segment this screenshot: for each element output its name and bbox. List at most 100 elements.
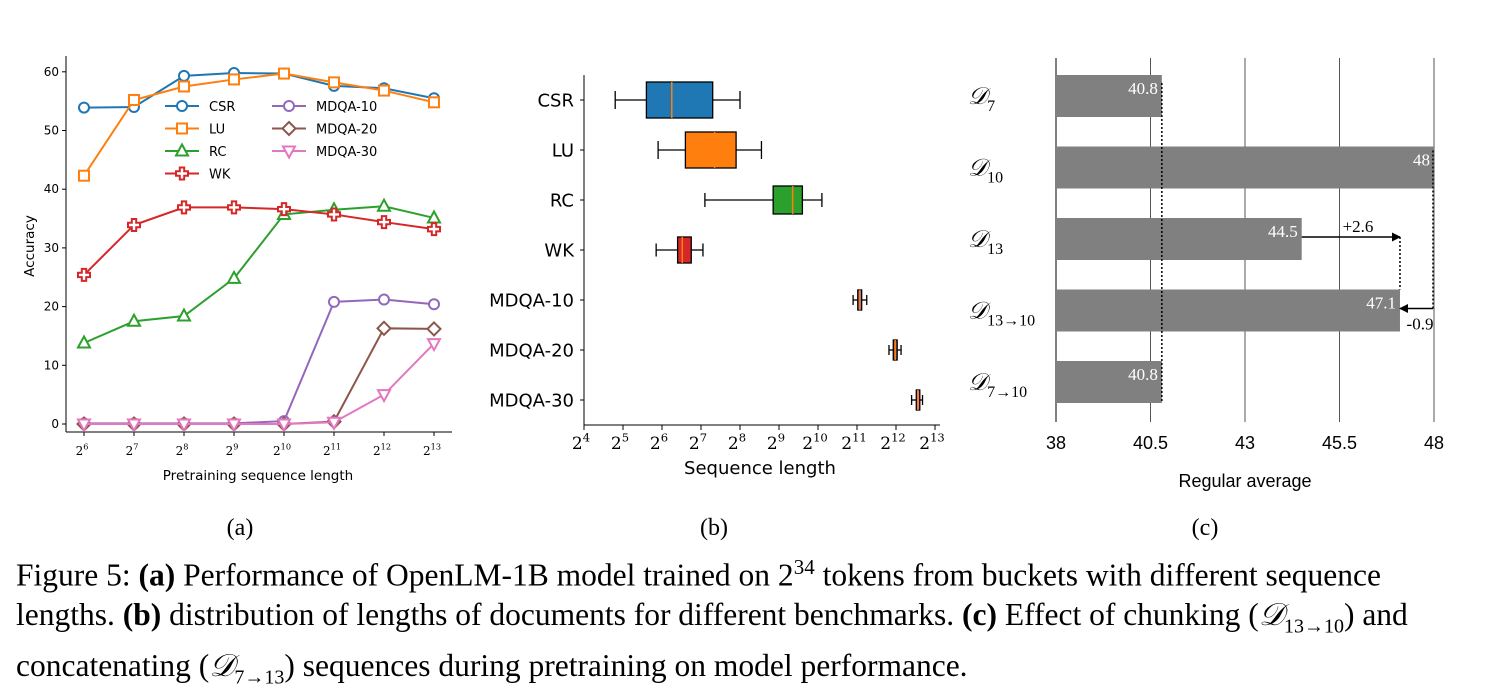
y-tick-label-a: 40 xyxy=(44,182,59,196)
caption-a-sup: 34 xyxy=(793,555,815,579)
legend-marker-wk xyxy=(175,166,189,181)
point-mdqa-10 xyxy=(428,298,440,311)
caption-math-d-chunk: 𝒟13→10 xyxy=(1258,596,1344,637)
series-line-lu xyxy=(83,72,435,177)
x-tick-label-a: 212 xyxy=(373,442,391,458)
point-wk xyxy=(77,267,91,282)
box-body xyxy=(676,236,692,264)
box-mdqa-20 xyxy=(888,339,902,361)
point-lu xyxy=(178,80,190,93)
series-line-csr xyxy=(83,71,435,109)
x-tick-label-a: 211 xyxy=(323,442,341,458)
point-mdqa-30 xyxy=(76,418,92,433)
x-axis-label-b: Sequence length xyxy=(684,458,836,479)
x-tick-label-b: 29 xyxy=(767,430,785,454)
x-tick-label-a: 29 xyxy=(226,442,239,458)
legend-label-csr: CSR xyxy=(209,100,235,115)
category-label-c: 𝒟10 xyxy=(968,156,1003,187)
box-body xyxy=(772,185,804,215)
series-line-mdqa-30 xyxy=(84,342,435,425)
point-mdqa-10 xyxy=(328,295,340,308)
point-wk xyxy=(377,215,391,230)
x-axis-label-c: Regular average xyxy=(1178,471,1311,491)
series-line-wk xyxy=(83,206,435,276)
point-rc xyxy=(76,334,92,349)
panel-label-a: (a) xyxy=(227,515,254,541)
category-label-c: 𝒟7→10 xyxy=(968,370,1027,401)
caption-math-2-sub: 7→13 xyxy=(234,666,285,689)
category-label-c: 𝒟13 xyxy=(968,227,1003,258)
x-tick-label-c: 48 xyxy=(1424,433,1444,453)
box-wk xyxy=(655,236,704,264)
point-mdqa-30 xyxy=(426,338,442,353)
x-tick-label-b: 27 xyxy=(689,430,707,454)
legend-marker-mdqa-20 xyxy=(281,120,297,137)
caption-a-text-after: tokens from buckets with different seque… xyxy=(16,557,1381,632)
legend-label-mdqa-10: MDQA-10 xyxy=(316,100,377,115)
box-body xyxy=(684,131,737,169)
y-tick-label-a: 10 xyxy=(44,358,59,372)
point-rc xyxy=(126,312,142,327)
figure-canvas: 0 10 20 30 40 50 60 26 27 28 29 210 211 212 213 Pretrai… xyxy=(22,56,1444,541)
legend-marker-csr xyxy=(176,100,188,112)
bar-c xyxy=(1056,146,1434,189)
point-mdqa-20 xyxy=(426,320,442,337)
figure-caption: Figure 5: (a) Performance of OpenLM-1B m… xyxy=(16,548,1476,697)
caption-b-text: distribution of lengths of documents for… xyxy=(161,596,962,632)
bar-c xyxy=(1056,75,1162,117)
bar-c xyxy=(1056,218,1302,260)
series-line-rc xyxy=(83,205,435,344)
caption-b-label: (b) xyxy=(122,596,162,632)
x-tick-label-a: 210 xyxy=(273,442,291,458)
point-wk xyxy=(127,218,141,233)
point-wk xyxy=(327,207,341,222)
point-csr xyxy=(178,69,190,82)
caption-a-label: (a) xyxy=(138,557,176,593)
point-lu xyxy=(428,96,440,109)
point-rc xyxy=(226,269,242,284)
category-label-mdqa-20: MDQA-20 xyxy=(489,341,574,362)
point-wk xyxy=(227,200,241,215)
point-csr xyxy=(78,101,90,114)
panel-b: CSR LU RC WK MDQA-10 MDQA-20 MDQA-30 24 25 26 27 28… xyxy=(489,75,945,541)
series-line-mdqa-20 xyxy=(84,327,435,425)
x-tick-label-c: 40.5 xyxy=(1133,433,1168,453)
point-lu xyxy=(228,73,240,86)
y-axis-label-a: Accuracy xyxy=(22,215,38,277)
point-lu xyxy=(78,169,90,182)
y-tick-label-a: 60 xyxy=(44,65,59,79)
box-body xyxy=(645,81,714,119)
legend-marker-mdqa-10 xyxy=(283,100,295,112)
category-label-csr: CSR xyxy=(537,91,574,112)
bar-c xyxy=(1056,289,1400,332)
box-mdqa-10 xyxy=(852,289,868,311)
legend-marker-mdqa-30 xyxy=(281,145,297,160)
point-wk xyxy=(427,222,441,237)
point-mdqa-30 xyxy=(276,418,292,433)
panel-label-c: (c) xyxy=(1192,515,1219,541)
legend-marker-lu xyxy=(176,122,188,135)
point-lu xyxy=(378,84,390,97)
x-tick-label-c: 38 xyxy=(1046,433,1066,453)
point-mdqa-30 xyxy=(126,418,142,433)
box-rc xyxy=(704,185,823,215)
legend-label-rc: RC xyxy=(209,145,226,160)
x-tick-label-a: 28 xyxy=(176,442,189,458)
y-tick-label-a: 20 xyxy=(44,300,59,314)
caption-a-text-before: Performance of OpenLM-1B model trained o… xyxy=(175,557,794,593)
category-label-c: 𝒟7 xyxy=(968,84,995,115)
x-tick-label-b: 211 xyxy=(841,430,867,454)
legend-label-lu: LU xyxy=(209,123,225,138)
caption-c-text-2: ) and concatenating ( xyxy=(16,596,1408,683)
y-tick-label-a: 30 xyxy=(44,241,59,255)
x-tick-label-a: 213 xyxy=(423,442,441,458)
y-tick-label-a: 50 xyxy=(44,124,59,138)
x-tick-label-c: 45.5 xyxy=(1322,433,1357,453)
x-tick-label-b: 26 xyxy=(650,430,668,454)
category-label-mdqa-10: MDQA-10 xyxy=(489,291,574,312)
x-tick-label-b: 25 xyxy=(611,430,629,454)
x-tick-label-b: 210 xyxy=(802,430,828,454)
caption-c-text-1: Effect of chunking ( xyxy=(996,596,1259,632)
caption-c-label: (c) xyxy=(962,596,997,632)
annotation-plus: +2.6 xyxy=(1343,217,1374,236)
